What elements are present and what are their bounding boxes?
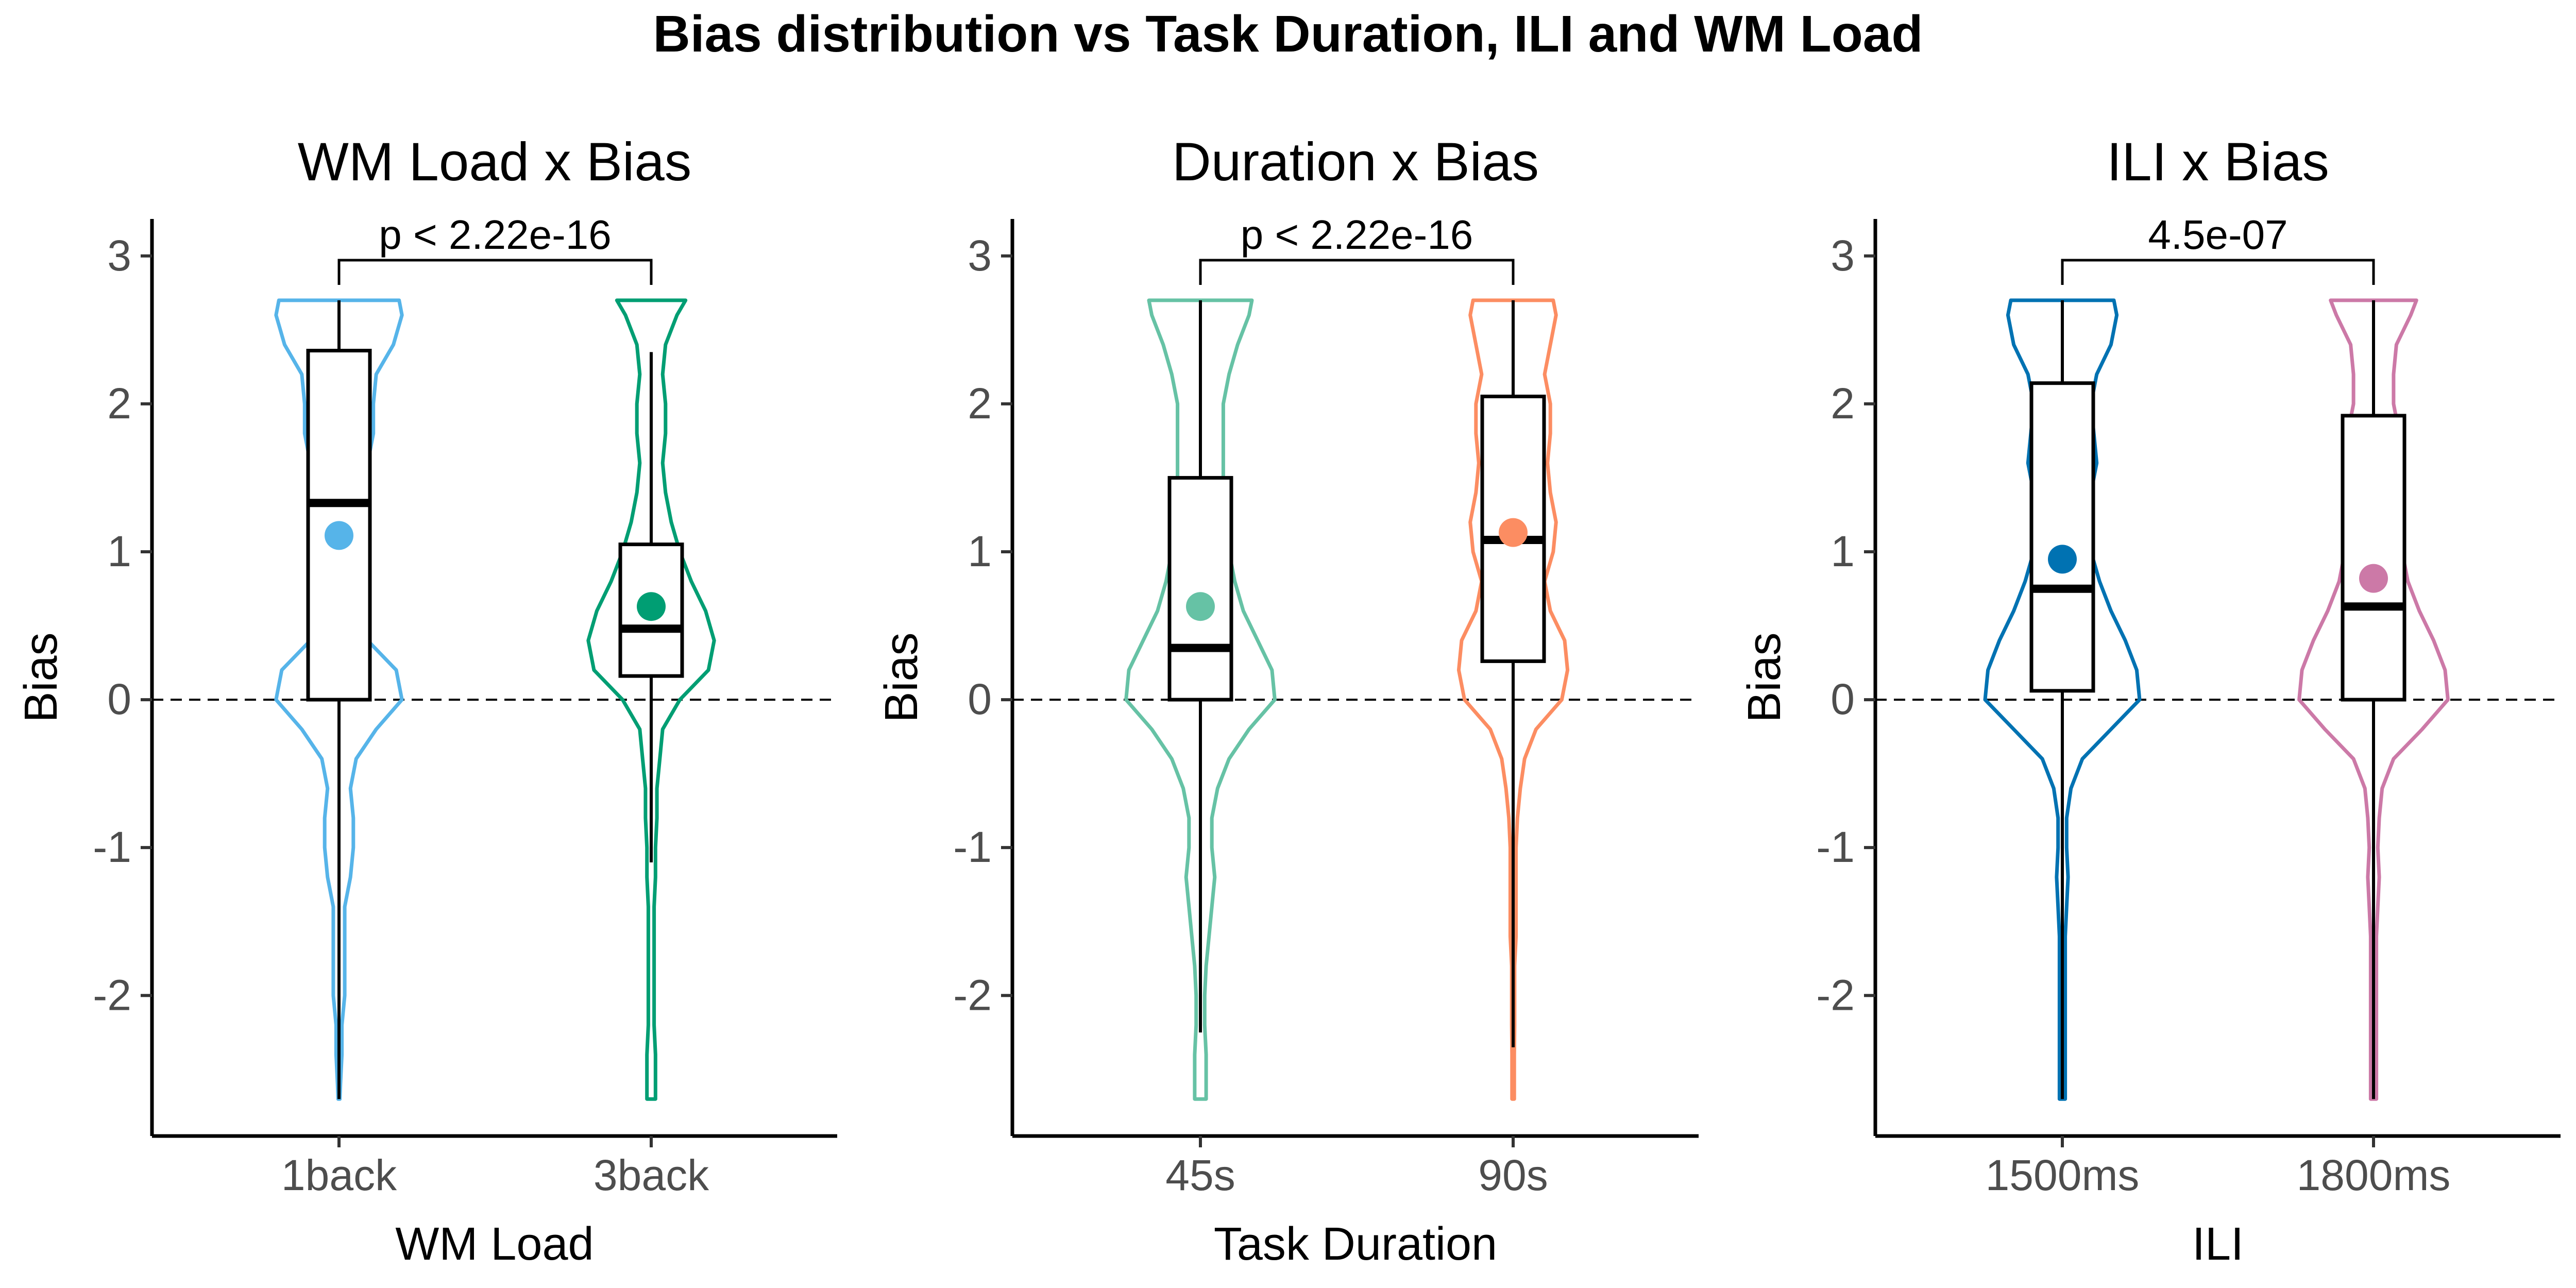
group-1800ms: 1800ms bbox=[2297, 298, 2451, 1199]
group-1500ms: 1500ms bbox=[1983, 298, 2142, 1199]
y-axis-title: Bias bbox=[876, 632, 927, 722]
y-tick-label: 0 bbox=[1831, 675, 1855, 723]
iqr-box bbox=[2341, 414, 2406, 702]
figure-title: Bias distribution vs Task Duration, ILI … bbox=[653, 5, 1923, 63]
panel-title: WM Load x Bias bbox=[298, 132, 691, 192]
y-tick-label: 2 bbox=[968, 379, 992, 428]
x-tick-label: 1back bbox=[281, 1151, 397, 1199]
chart-panels: 3 2 1 0 -1 -2 1back 3back p < 2.22e-16 WM Load x … bbox=[15, 132, 2561, 1270]
iqr-box bbox=[2029, 381, 2095, 693]
y-axis-title: Bias bbox=[1739, 632, 1790, 722]
violin-outline bbox=[586, 298, 716, 1101]
group-45s: 45s bbox=[1124, 298, 1277, 1199]
y-axis-title: Bias bbox=[15, 632, 67, 722]
significance-bracket bbox=[2061, 259, 2375, 285]
y-tick-label: 0 bbox=[107, 675, 131, 723]
x-tick-label: 90s bbox=[1478, 1151, 1548, 1199]
chart-panel-1: 3 2 1 0 -1 -2 1back 3back p < 2.22e-16 WM Load x … bbox=[15, 132, 837, 1270]
chart-panel-3: 3 2 1 0 -1 -2 1500ms 1800ms 4.5e-07 ILI x Bias ILI… bbox=[1739, 132, 2561, 1270]
panel-title: ILI x Bias bbox=[2107, 132, 2329, 192]
significance-label: p < 2.22e-16 bbox=[1241, 212, 1473, 258]
iqr-box bbox=[1167, 476, 1233, 702]
y-tick-label: 3 bbox=[968, 231, 992, 280]
mean-point bbox=[1499, 518, 1528, 547]
violin-outline bbox=[1456, 298, 1570, 1101]
mean-point bbox=[2359, 564, 2388, 593]
x-tick-label: 1500ms bbox=[1986, 1151, 2140, 1199]
x-axis-title: WM Load bbox=[395, 1218, 594, 1270]
mean-point bbox=[2048, 545, 2077, 574]
y-tick-label: -2 bbox=[1816, 971, 1855, 1019]
x-tick-label: 1800ms bbox=[2297, 1151, 2451, 1199]
y-tick-label: 3 bbox=[107, 231, 131, 280]
y-tick-label: 1 bbox=[1831, 527, 1855, 575]
x-axis-title: ILI bbox=[2192, 1218, 2244, 1270]
significance-label: p < 2.22e-16 bbox=[379, 212, 611, 258]
y-tick-label: -2 bbox=[93, 971, 131, 1019]
significance-bracket bbox=[1199, 259, 1515, 285]
y-tick-label: 1 bbox=[107, 527, 131, 575]
mean-point bbox=[325, 521, 353, 550]
x-tick-label: 3back bbox=[594, 1151, 709, 1199]
mean-point bbox=[637, 592, 666, 621]
y-tick-label: -1 bbox=[1816, 823, 1855, 871]
y-tick-label: 2 bbox=[107, 379, 131, 428]
y-tick-label: -2 bbox=[953, 971, 992, 1019]
y-tick-label: 0 bbox=[968, 675, 992, 723]
group-3back: 3back bbox=[586, 298, 716, 1199]
y-tick-label: 1 bbox=[968, 527, 992, 575]
mean-point bbox=[1186, 592, 1215, 621]
y-tick-label: -1 bbox=[93, 823, 131, 871]
x-tick-label: 45s bbox=[1165, 1151, 1235, 1199]
group-90s: 90s bbox=[1456, 298, 1570, 1199]
chart-panel-2: 3 2 1 0 -1 -2 45s 90s p < 2.22e-16 Duration x Bia… bbox=[876, 132, 1699, 1270]
group-1back: 1back bbox=[274, 298, 404, 1199]
significance-label: 4.5e-07 bbox=[2148, 212, 2287, 258]
y-tick-label: 2 bbox=[1831, 379, 1855, 428]
panel-title: Duration x Bias bbox=[1172, 132, 1539, 192]
y-tick-label: 3 bbox=[1831, 231, 1855, 280]
x-axis-title: Task Duration bbox=[1214, 1218, 1497, 1270]
y-tick-label: -1 bbox=[953, 823, 992, 871]
significance-bracket bbox=[337, 259, 653, 285]
